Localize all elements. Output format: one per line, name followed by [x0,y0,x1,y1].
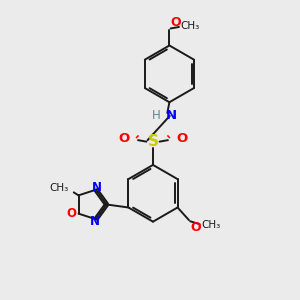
Text: O: O [171,16,181,29]
Text: O: O [66,207,76,220]
Text: O: O [119,133,130,146]
Text: N: N [90,215,100,228]
Text: N: N [92,181,102,194]
Text: CH₃: CH₃ [49,183,68,193]
Text: CH₃: CH₃ [181,21,200,32]
Text: CH₃: CH₃ [201,220,221,230]
Text: H: H [152,110,161,122]
Text: S: S [148,134,158,149]
Text: O: O [176,133,187,146]
Text: N: N [166,110,177,122]
Text: O: O [190,221,201,234]
